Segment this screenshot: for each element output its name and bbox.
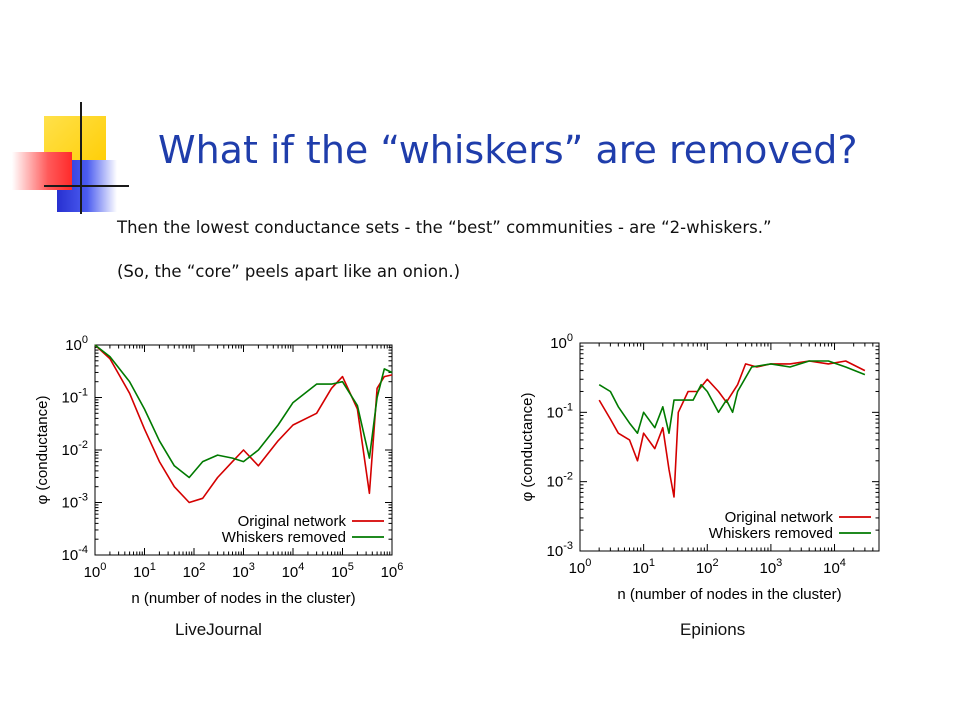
caption-livejournal: LiveJournal — [175, 620, 262, 639]
x-axis-label: n (number of nodes in the cluster) — [617, 586, 841, 603]
livejournal-chart: 100 101 102 103 104 105 106 100 10-1 10-2 10-3 10-4… — [34, 334, 404, 607]
bullet-text-1: Then the lowest conductance sets - the “… — [117, 218, 772, 237]
y-tick-label: 10-2 — [62, 439, 88, 459]
x-tick-label: 103 — [759, 557, 782, 577]
x-tick-label: 100 — [569, 557, 592, 577]
plot-frame — [579, 342, 880, 552]
y-tick-label: 100 — [65, 334, 88, 354]
legend-label: Original network — [238, 513, 347, 530]
deco-vertical-line — [80, 102, 82, 214]
series-line-whiskers — [94, 344, 393, 479]
x-tick-label: 101 — [632, 557, 655, 577]
bullet-text-2: (So, the “core” peels apart like an onio… — [117, 262, 461, 281]
caption-epinions: Epinions — [680, 620, 746, 639]
y-tick-label: 10-1 — [62, 387, 88, 407]
y-tick-label: 10-4 — [62, 544, 88, 564]
legend-label: Whiskers removed — [222, 529, 346, 546]
x-tick-label: 104 — [823, 557, 846, 577]
x-tick-label: 102 — [696, 557, 719, 577]
y-axis-label: φ (conductance) — [34, 396, 51, 505]
series-line-original — [94, 344, 393, 504]
slide-title: What if the “whiskers” are removed? — [158, 128, 858, 172]
legend-label: Original network — [725, 509, 834, 526]
x-tick-label: 101 — [133, 561, 156, 581]
x-tick-label: 106 — [381, 561, 404, 581]
y-tick-label: 10-3 — [62, 492, 88, 512]
y-axis-label: φ (conductance) — [519, 393, 536, 502]
legend-label: Whiskers removed — [709, 525, 833, 542]
deco-horizontal-line — [44, 185, 129, 187]
epinions-chart: 100 101 102 103 104 100 10-1 10-2 10-3 n (number … — [519, 332, 880, 603]
x-tick-label: 102 — [183, 561, 206, 581]
x-tick-label: 104 — [282, 561, 305, 581]
y-tick-label: 10-2 — [547, 471, 573, 491]
series-line-whiskers — [598, 360, 866, 434]
deco-red-square — [12, 152, 72, 190]
x-tick-label: 105 — [331, 561, 354, 581]
x-tick-label: 100 — [84, 561, 107, 581]
y-tick-label: 100 — [550, 332, 573, 352]
y-tick-label: 10-3 — [547, 540, 573, 560]
y-tick-label: 10-1 — [547, 401, 573, 421]
x-tick-label: 103 — [232, 561, 255, 581]
x-axis-label: n (number of nodes in the cluster) — [131, 590, 355, 607]
